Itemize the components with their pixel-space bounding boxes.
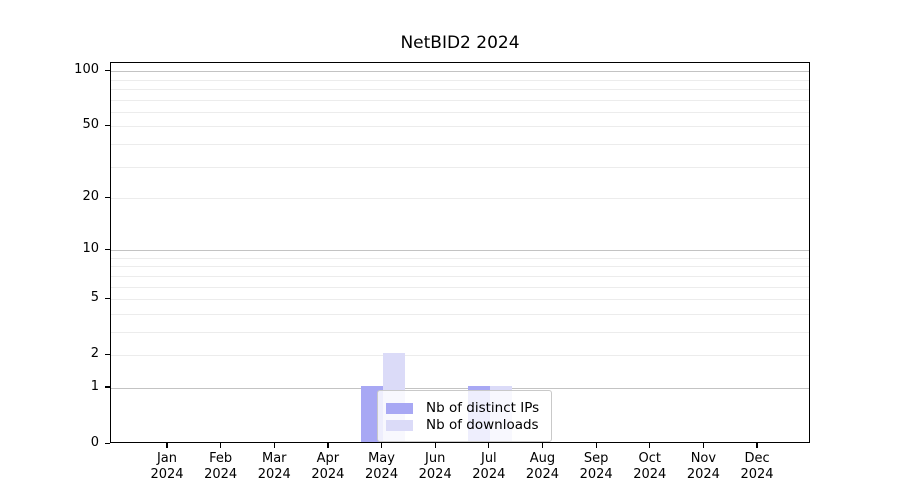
minor-gridline (111, 257, 809, 259)
legend: Nb of distinct IPs Nb of downloads (377, 390, 553, 442)
y-tick-label: 5 (90, 290, 99, 306)
y-tick-label: 20 (82, 189, 99, 205)
y-tick-label: 2 (90, 346, 99, 362)
major-gridline (111, 250, 809, 252)
legend-item-downloads: Nb of downloads (386, 417, 539, 433)
x-tick-mark (434, 443, 436, 448)
y-tick-mark (105, 297, 110, 299)
x-tick-label: Jul 2024 (472, 451, 506, 482)
minor-gridline (111, 331, 809, 333)
y-tick-mark (105, 353, 110, 355)
x-tick-mark (488, 443, 490, 448)
x-tick-mark (327, 443, 329, 448)
x-tick-label: Jan 2024 (150, 451, 184, 482)
distinct-ips-swatch (386, 402, 413, 414)
minor-gridline (111, 166, 809, 168)
x-tick-mark (380, 443, 383, 448)
x-tick-mark (649, 443, 651, 448)
x-tick-label: Mar 2024 (257, 451, 291, 482)
x-tick-label: Jun 2024 (418, 451, 452, 482)
legend-label-distinct-ips: Nb of distinct IPs (426, 400, 540, 416)
minor-gridline (111, 198, 809, 200)
minor-gridline (111, 313, 809, 315)
y-tick-label: 10 (82, 241, 99, 257)
x-tick-label: Oct 2024 (633, 451, 667, 482)
y-tick-mark (105, 69, 110, 71)
major-gridline (111, 387, 809, 389)
y-tick-mark (105, 386, 110, 388)
y-tick-mark (105, 442, 110, 444)
y-tick-mark (105, 248, 110, 250)
minor-gridline (111, 286, 809, 288)
x-tick-label: Apr 2024 (311, 451, 345, 482)
x-tick-label: May 2024 (365, 451, 399, 482)
x-tick-mark (166, 443, 168, 448)
legend-label-downloads: Nb of downloads (426, 417, 539, 433)
plot-area (110, 62, 810, 443)
y-tick-label: 100 (74, 62, 99, 78)
x-tick-label: Dec 2024 (740, 451, 774, 482)
x-tick-label: Aug 2024 (525, 451, 560, 482)
chart-title: NetBID2 2024 (400, 33, 520, 53)
minor-gridline (111, 266, 809, 268)
minor-gridline (111, 299, 809, 301)
downloads-swatch (386, 419, 413, 431)
minor-gridline (111, 355, 809, 357)
y-tick-mark (105, 124, 110, 127)
minor-gridline (111, 126, 809, 128)
x-tick-mark (273, 443, 275, 448)
minor-gridline (111, 111, 809, 113)
y-tick-label: 1 (90, 378, 99, 394)
x-tick-mark (220, 443, 222, 448)
minor-gridline (111, 79, 809, 81)
minor-gridline (111, 275, 809, 277)
x-tick-mark (702, 443, 704, 448)
y-tick-mark (105, 196, 110, 198)
minor-gridline (111, 88, 809, 90)
x-tick-mark (595, 443, 597, 448)
x-tick-label: Nov 2024 (686, 451, 720, 482)
minor-gridline (111, 99, 809, 101)
y-tick-label: 0 (90, 435, 99, 450)
x-tick-mark (541, 443, 544, 448)
y-tick-label: 50 (82, 117, 99, 133)
x-tick-mark (756, 443, 758, 448)
minor-gridline (111, 143, 809, 145)
x-tick-label: Sep 2024 (579, 451, 613, 482)
legend-item-distinct-ips: Nb of distinct IPs (386, 400, 539, 416)
major-gridline (111, 71, 809, 73)
x-tick-label: Feb 2024 (204, 451, 238, 482)
